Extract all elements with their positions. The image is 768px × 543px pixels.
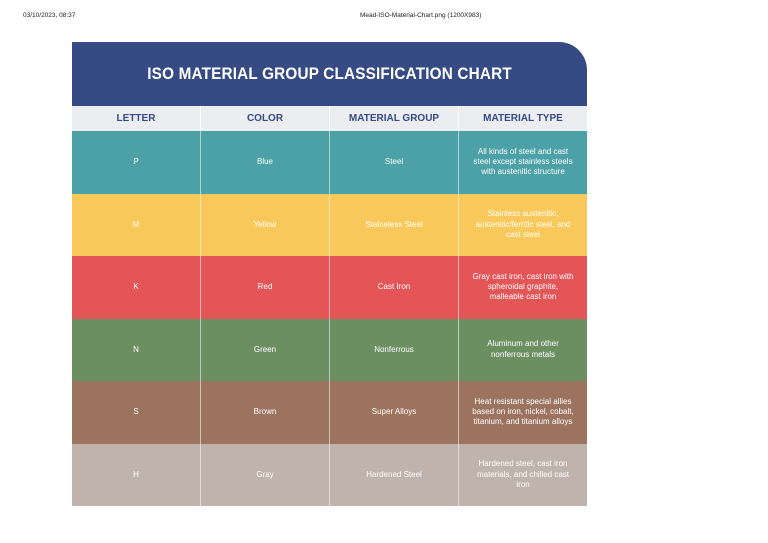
header-letter: LETTER (72, 106, 201, 131)
material-group-cell: Nonferrous (330, 318, 459, 381)
letter-cell: S (72, 381, 201, 444)
material-type-cell: Hardened steel, cast iron materials, and… (476, 459, 570, 489)
material-group-cell: Super Alloys (330, 381, 459, 444)
chart-title: ISO MATERIAL GROUP CLASSIFICATION CHART (147, 64, 512, 83)
table-row: H Gray Hardened Steel Hardened steel, cast … (72, 443, 587, 506)
table-row: P Blue Steel All kinds of steel and cast st… (72, 131, 587, 194)
color-cell: Green (201, 318, 330, 381)
color-cell: Yellow (201, 193, 330, 256)
table-body: P Blue Steel All kinds of steel and cast st… (72, 131, 587, 506)
table-header-row: LETTER COLOR MATERIAL GROUP MATERIAL TYP… (72, 106, 587, 131)
chart-title-bar: ISO MATERIAL GROUP CLASSIFICATION CHART (72, 42, 587, 106)
color-cell: Brown (201, 381, 330, 444)
header-material-type: MATERIAL TYPE (483, 113, 563, 124)
table-row: N Green Nonferrous Aluminum and other nonfe… (72, 318, 587, 381)
color-cell: Blue (201, 131, 330, 194)
material-type-cell: Heat resistant special allies based on i… (472, 396, 574, 427)
material-type-cell: Aluminum and other nonferrous metals (487, 339, 559, 359)
table-row: M Yellow Staineless Steel Stainless austeni… (72, 193, 587, 256)
material-group-cell: Staineless Steel (330, 193, 459, 256)
material-group-cell: Hardened Steel (330, 443, 459, 506)
color-cell: Red (201, 256, 330, 319)
letter-cell: N (72, 318, 201, 381)
material-type-cell: All kinds of steel and cast steel except… (473, 146, 573, 177)
table-row: S Brown Super Alloys Heat resistant special… (72, 381, 587, 444)
material-type-cell: Stainless austenitic, austenitic/ferriti… (475, 209, 571, 239)
header-color: COLOR (201, 106, 330, 131)
letter-cell: H (72, 443, 201, 506)
header-material-group: MATERIAL GROUP (330, 106, 459, 131)
letter-cell: K (72, 256, 201, 319)
table-row: K Red Cast Iron Gray cast iron, cast iron w… (72, 256, 587, 319)
letter-cell: P (72, 131, 201, 194)
material-type-cell: Gray cast iron, cast iron with spheroida… (472, 271, 574, 302)
iso-chart-image: ISO MATERIAL GROUP CLASSIFICATION CHART … (72, 42, 587, 506)
letter-cell: M (72, 193, 201, 256)
material-group-cell: Cast Iron (330, 256, 459, 319)
print-filename: Mead-ISO-Material-Chart.png (1200X983) (360, 12, 482, 19)
print-date: 03/10/2023, 08:37 (23, 12, 76, 19)
print-header: 03/10/2023, 08:37 Mead-ISO-Material-Char… (0, 12, 768, 24)
color-cell: Gray (201, 443, 330, 506)
material-group-cell: Steel (330, 131, 459, 194)
